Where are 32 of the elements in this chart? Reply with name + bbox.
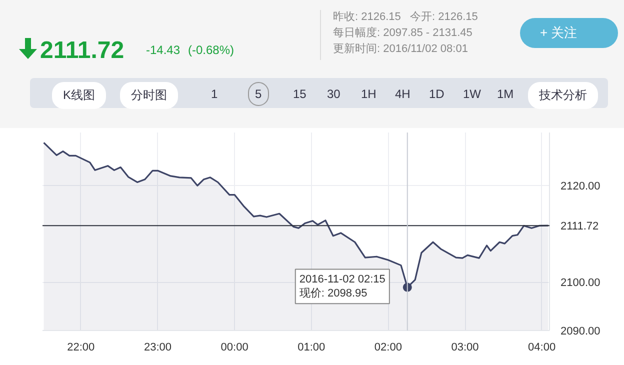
text: 更新时间: 2016/11/02 08:01 [333,42,468,57]
x-tick-label: 01:00 [298,342,326,354]
text: 5 [248,82,269,106]
annotation: 2016-11-02 02:15 现价: 2098.95 [299,273,386,300]
y-tick-label: 2100.00 [560,277,600,290]
text: 1 [204,82,225,106]
text: K线图 [52,82,106,109]
x-tick-label: 02:00 [374,342,402,354]
text: 昨收: 2126.15 [333,10,401,25]
text: 技术分析 [528,82,598,109]
ref-line-label: 2111.72 [560,220,599,233]
x-tick-label: 23:00 [144,342,172,354]
y-tick-label: 2120.00 [560,180,600,193]
text: 1W [456,82,488,106]
text: 分时图 [120,82,178,109]
text: 今开: 2126.15 [410,10,478,25]
x-tick-label: 22:00 [67,342,95,354]
text: 4H [388,82,418,106]
text: (-0.68%) [188,42,234,59]
text: 30 [320,82,348,106]
text: + 关注 [540,24,578,42]
x-tick-label: 03:00 [451,342,479,354]
x-tick-label: 00:00 [220,342,248,354]
text: 1M [490,82,521,106]
text: 1H [354,82,384,106]
text: 15 [286,82,314,106]
y-tick-label: 2090.00 [560,326,600,338]
text: 每日幅度: 2097.85 - 2131.45 [333,26,472,41]
text: 2111.72 [40,36,124,66]
text: 1D [422,82,452,106]
x-tick-label: 04:00 [528,342,556,354]
text: -14.43 [146,42,180,59]
